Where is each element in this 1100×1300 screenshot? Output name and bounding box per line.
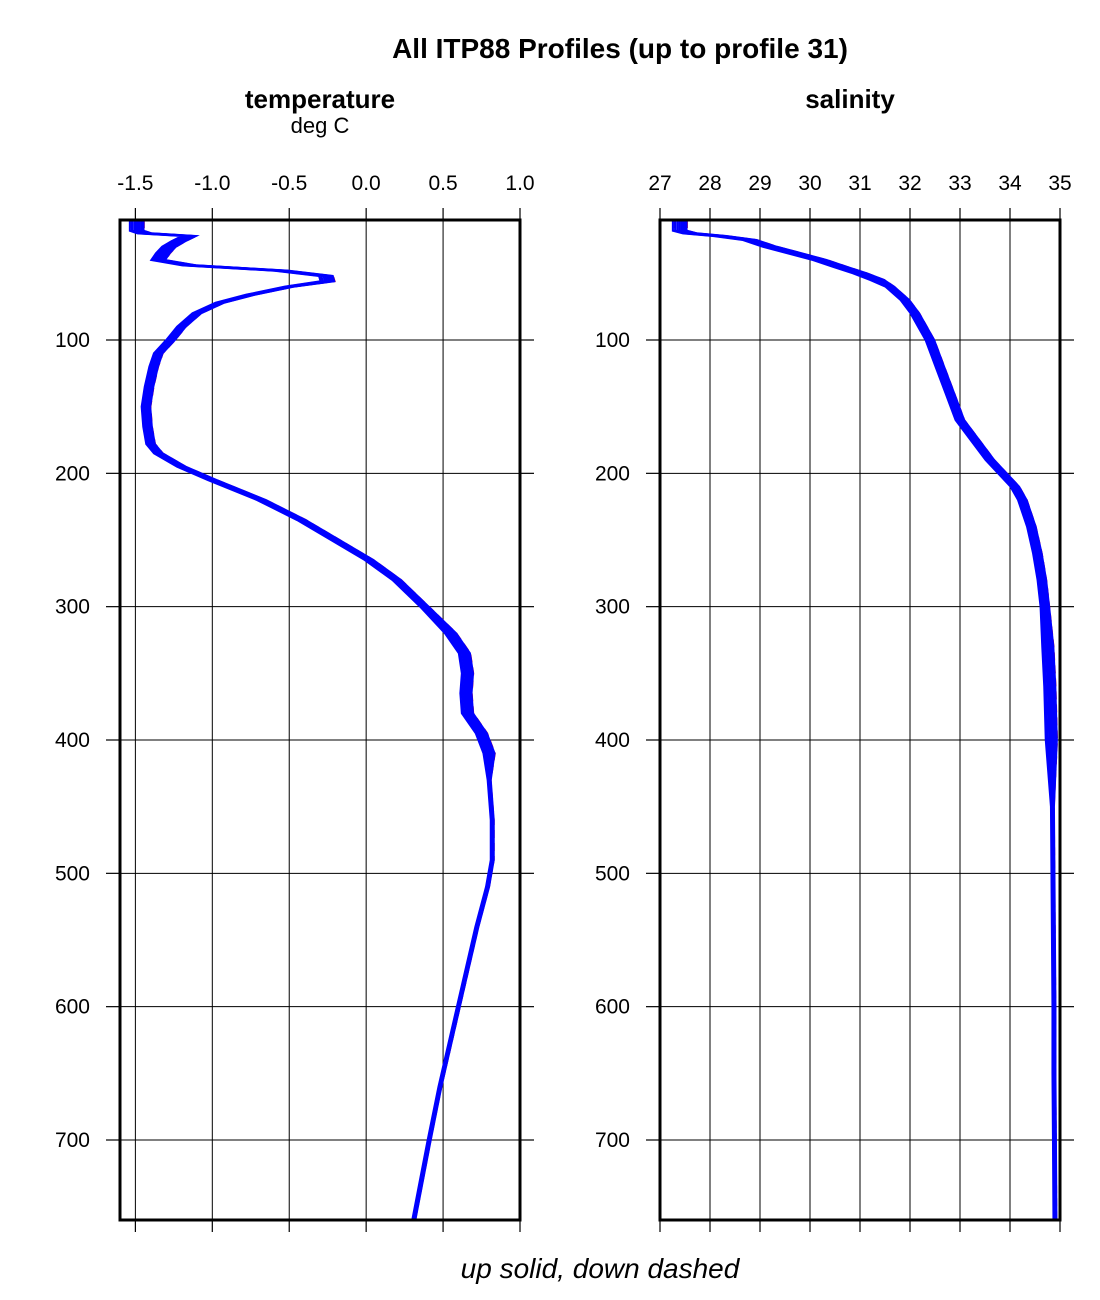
salinity-plot-frame — [658, 218, 1062, 1222]
salinity-up-profile-line — [671, 220, 1055, 1221]
salinity-x-tick-label: 32 — [898, 172, 921, 195]
temperature-down-profile-line — [138, 220, 494, 1221]
salinity-up-profile-line — [685, 220, 1058, 1221]
salinity-y-tick-label: 200 — [595, 462, 630, 485]
temperature-up-profile-line — [136, 220, 494, 1221]
temperature-x-tick-label: -0.5 — [271, 172, 307, 195]
temperature-x-tick-label: 0.5 — [428, 172, 457, 195]
salinity-up-profile-line — [683, 220, 1058, 1221]
salinity-down-profile-line — [686, 220, 1059, 1221]
salinity-y-tick-label: 100 — [595, 329, 630, 352]
temperature-y-tick-label: 500 — [55, 862, 90, 885]
salinity-y-tick-label: 500 — [595, 862, 630, 885]
chart-title: All ITP88 Profiles (up to profile 31) — [392, 33, 848, 64]
temperature-up-profile-line — [130, 220, 493, 1221]
salinity-panel-title: salinity — [805, 84, 895, 114]
salinity-up-profile-line — [680, 220, 1057, 1221]
temperature-panel: -1.5 -1.0 -0.5 0.0 0.5 1.0 100 200 300 400 500 600 7… — [55, 172, 535, 1232]
temperature-x-tick-label: 0.0 — [352, 172, 381, 195]
salinity-up-profile-line — [676, 220, 1056, 1221]
salinity-up-profile-line — [681, 220, 1057, 1221]
temperature-y-tick-label: 600 — [55, 996, 90, 1019]
temperature-y-tick-label: 100 — [55, 329, 90, 352]
salinity-x-tick-label: 35 — [1048, 172, 1071, 195]
salinity-y-tick-label: 700 — [595, 1129, 630, 1152]
salinity-y-tick-label: 600 — [595, 996, 630, 1019]
salinity-x-tick-label: 27 — [648, 172, 671, 195]
temperature-down-profile-line — [130, 220, 492, 1221]
chart-footer-note: up solid, down dashed — [461, 1253, 741, 1284]
salinity-y-tick-label: 300 — [595, 596, 630, 619]
temperature-plot-frame — [118, 218, 522, 1222]
temperature-up-profile-line — [140, 220, 495, 1221]
salinity-x-tick-label: 33 — [948, 172, 971, 195]
salinity-x-tick-label: 30 — [798, 172, 821, 195]
temperature-unit-label: deg C — [291, 113, 350, 138]
temperature-up-profile-line — [138, 220, 495, 1221]
temperature-up-profile-line — [128, 220, 492, 1221]
temperature-y-tick-label: 300 — [55, 596, 90, 619]
temperature-panel-title: temperature — [245, 84, 395, 114]
salinity-x-tick-label: 29 — [748, 172, 771, 195]
temperature-y-tick-label: 200 — [55, 462, 90, 485]
temperature-up-profile-line — [133, 220, 493, 1221]
temperature-y-tick-label: 700 — [55, 1129, 90, 1152]
salinity-down-profile-line — [673, 220, 1055, 1221]
temperature-x-tick-label: 1.0 — [505, 172, 534, 195]
temperature-up-profile-line — [135, 220, 494, 1221]
temperature-x-tick-label: -1.5 — [117, 172, 153, 195]
salinity-panel: 27 28 29 30 31 32 33 34 35 100 200 300 400 500 600 700 — [595, 172, 1074, 1232]
temperature-up-profile-line — [142, 220, 496, 1221]
salinity-y-tick-label: 400 — [595, 729, 630, 752]
salinity-up-profile-line — [674, 220, 1055, 1221]
temperature-y-tick-label: 400 — [55, 729, 90, 752]
salinity-x-tick-label: 28 — [698, 172, 721, 195]
salinity-x-tick-label: 31 — [848, 172, 871, 195]
salinity-down-profile-line — [681, 220, 1057, 1221]
temperature-x-tick-label: -1.0 — [194, 172, 230, 195]
salinity-x-tick-label: 34 — [998, 172, 1022, 195]
salinity-up-profile-line — [678, 220, 1056, 1221]
